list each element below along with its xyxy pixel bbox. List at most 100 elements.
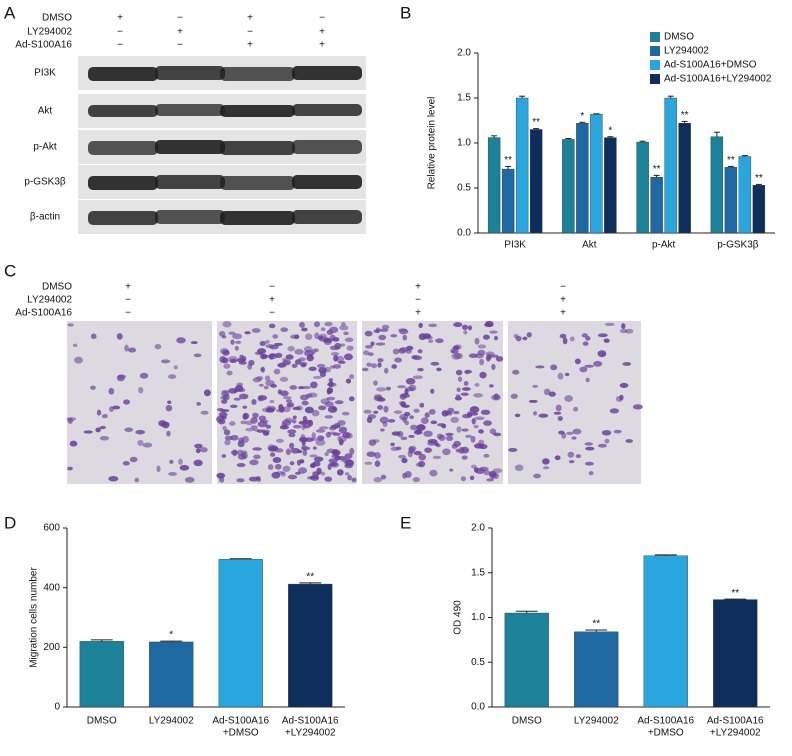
bar (752, 185, 766, 234)
treatment-label: LY294002 (27, 27, 72, 38)
cell (415, 462, 423, 467)
treatment-sign: + (560, 295, 566, 306)
cell (457, 376, 463, 382)
cell (291, 363, 298, 369)
treatment-sign: + (319, 40, 325, 51)
cell (184, 476, 195, 483)
cell (373, 329, 380, 334)
cell (535, 365, 545, 369)
cell (445, 435, 454, 442)
cell (334, 400, 344, 405)
cell (489, 384, 494, 388)
cell (462, 324, 468, 330)
cell (226, 370, 233, 376)
blot-band (88, 141, 158, 155)
cell (526, 332, 532, 338)
cell (474, 383, 480, 387)
cell (400, 436, 408, 441)
cell (138, 386, 144, 394)
cell (455, 448, 461, 453)
cell (462, 413, 471, 419)
cell (203, 389, 211, 397)
cell (137, 439, 144, 446)
cell (366, 451, 377, 457)
cell (425, 335, 433, 340)
x-tick-label: p-Akt (652, 240, 676, 251)
cell (316, 467, 322, 475)
cell (550, 364, 558, 371)
cell (217, 418, 226, 425)
cell (477, 344, 487, 349)
cell (428, 339, 434, 343)
cell (279, 425, 289, 430)
cell (300, 434, 306, 441)
cell (491, 363, 496, 371)
cell (437, 423, 446, 427)
cell (313, 348, 319, 353)
significance-label: * (580, 111, 584, 122)
cell (272, 334, 279, 339)
cell (574, 358, 581, 365)
cell (108, 475, 119, 482)
cell (310, 381, 318, 389)
cell (251, 398, 257, 405)
cell (469, 475, 475, 481)
x-tick-label: Ad-S100A16 (707, 716, 764, 727)
cell (248, 476, 259, 482)
cell (339, 343, 346, 347)
blot-band (220, 141, 295, 155)
protein-label: Akt (38, 106, 53, 117)
cell (330, 352, 340, 356)
y-tick-label: 0.0 (471, 702, 485, 713)
legend-swatch (650, 46, 660, 56)
y-tick-label: 200 (43, 642, 60, 653)
y-tick-label: 1.0 (457, 138, 471, 149)
y-tick-label: 600 (43, 523, 60, 534)
cell (263, 385, 269, 390)
cell (302, 449, 308, 456)
cell (269, 452, 276, 457)
cell (329, 326, 339, 334)
cell (383, 405, 389, 413)
cell (485, 320, 494, 328)
cell (74, 356, 83, 364)
cell (221, 390, 230, 394)
panel-label: D (4, 513, 16, 532)
cell (142, 442, 153, 448)
cell (410, 424, 418, 431)
cell (380, 474, 387, 480)
cell (173, 365, 178, 370)
cell (251, 328, 261, 333)
legend-swatch (650, 32, 660, 42)
cell (108, 406, 115, 412)
cell (287, 429, 297, 434)
cell (90, 333, 97, 340)
cell (194, 443, 203, 449)
cell (465, 434, 473, 438)
cell (622, 361, 632, 366)
cell (514, 464, 524, 472)
y-tick-label: 0.5 (471, 657, 485, 668)
cell (343, 331, 349, 336)
cell (604, 322, 615, 326)
cell (568, 460, 575, 464)
cell (442, 448, 451, 456)
cell (538, 413, 549, 418)
cell (260, 419, 269, 423)
cell (274, 463, 282, 470)
cell (72, 343, 78, 348)
cell (274, 448, 284, 453)
y-tick-label: 0 (54, 702, 60, 713)
cell (479, 358, 485, 366)
cell (253, 454, 261, 460)
cell (67, 466, 73, 471)
treatment-sign: + (177, 27, 183, 38)
cell (349, 447, 355, 455)
cell (334, 342, 342, 350)
cell (566, 431, 574, 435)
cell (452, 345, 460, 351)
cell (391, 364, 398, 369)
cell (572, 428, 582, 435)
cell (397, 385, 406, 389)
cell (261, 407, 271, 413)
